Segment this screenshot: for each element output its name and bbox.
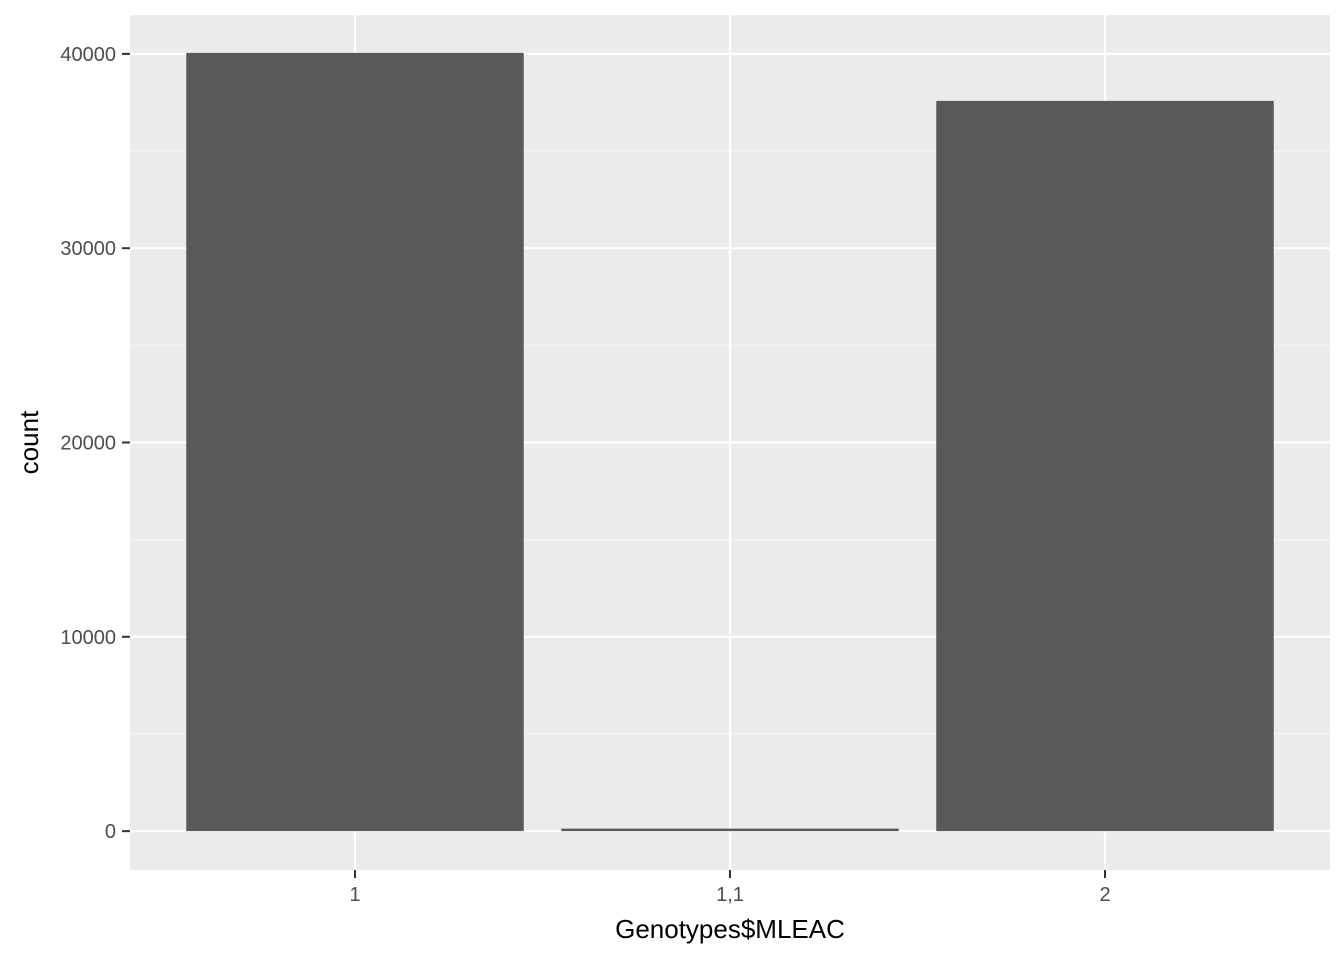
x-axis-title: Genotypes$MLEAC — [615, 914, 845, 944]
y-tick-label: 20000 — [60, 433, 116, 455]
x-tick-label: 1 — [349, 884, 360, 906]
bar-1,1 — [561, 828, 899, 832]
bar-1 — [186, 52, 524, 832]
y-axis: 0 10000 20000 30000 40000 — [60, 44, 130, 843]
x-tick-label: 1,1 — [716, 884, 744, 906]
y-tick-label: 10000 — [60, 627, 116, 649]
x-axis: 1 1,1 2 — [349, 870, 1111, 906]
x-tick-label: 2 — [1099, 884, 1110, 906]
y-tick-label: 30000 — [60, 238, 116, 260]
y-tick-label: 40000 — [60, 44, 116, 66]
y-tick-label: 0 — [105, 821, 116, 843]
bars — [186, 52, 1274, 832]
bar-2 — [936, 100, 1274, 832]
y-axis-title: count — [14, 410, 44, 474]
